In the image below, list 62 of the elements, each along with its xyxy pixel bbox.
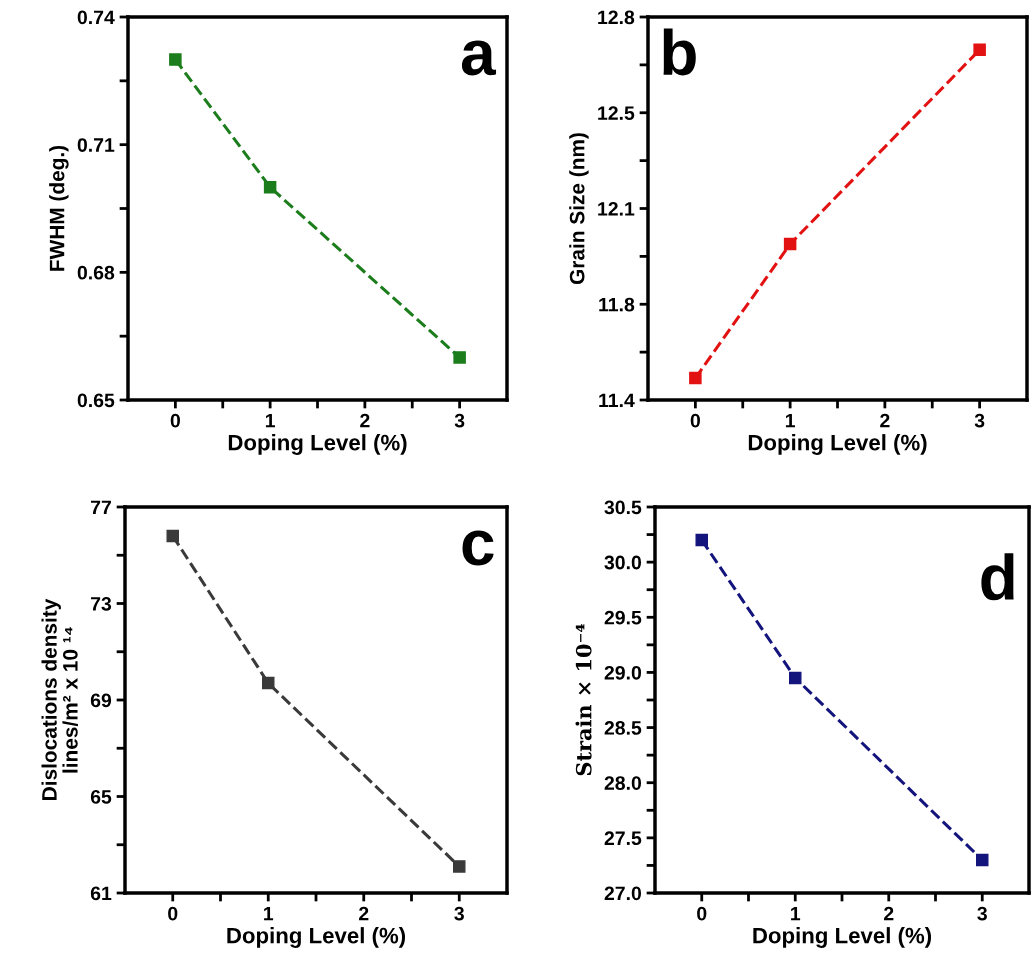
y-tick-label: 29.0 [604, 665, 642, 680]
point [166, 529, 180, 543]
y-tick-label: 12.1 [598, 201, 635, 216]
x-tick-label: 2 [880, 413, 890, 428]
y-tick-label: 73 [91, 596, 112, 611]
x-axis-title: Doping Level (%) [227, 927, 406, 948]
point [169, 53, 182, 66]
y-tick-label: 11.4 [599, 393, 635, 408]
y-tick-label: 28.5 [604, 721, 642, 735]
x-axis-title: Doping Level (%) [748, 434, 927, 455]
point [783, 237, 797, 251]
x-tick-label: 1 [264, 906, 274, 921]
x-tick-label: 2 [884, 906, 894, 921]
x-tick-label: 3 [454, 906, 464, 921]
y-axis-title: Strain × 10⁻⁴ [575, 624, 592, 776]
y-tick-label: 11.8 [599, 297, 635, 312]
x-axis-title: Doping Level (%) [753, 927, 932, 948]
annotation: c [462, 530, 494, 566]
point [261, 676, 275, 690]
y-axis-title: FWHM (deg.) [49, 145, 69, 271]
y-tick-label: 65 [90, 789, 112, 804]
y-tick-label: 27.5 [604, 831, 642, 846]
y-tick-label: 0.68 [77, 265, 115, 280]
x-tick-label: 3 [974, 413, 985, 428]
y-tick-label: 61 [90, 886, 112, 901]
y-tick-label: 0.71 [77, 138, 115, 152]
point [788, 671, 802, 685]
point [452, 860, 466, 873]
point [689, 371, 702, 385]
x-tick-label: 1 [265, 413, 275, 428]
y-tick-label: 29.5 [604, 610, 642, 625]
x-axis-title: Doping Level (%) [228, 434, 407, 455]
y-tick-label: 0.74 [77, 10, 115, 25]
x-tick-label: 2 [360, 413, 370, 428]
annotation: d [981, 553, 1014, 601]
annotation: a [461, 40, 497, 76]
point [973, 43, 986, 57]
x-tick-label: 0 [168, 906, 178, 921]
point [695, 533, 709, 547]
x-tick-label: 3 [454, 413, 465, 428]
point [263, 180, 277, 194]
y-tick-label: 28.0 [604, 776, 642, 790]
x-tick-label: 0 [690, 413, 700, 428]
y-tick-label: 69 [90, 693, 112, 708]
x-tick-label: 2 [359, 906, 369, 921]
annotation: b [663, 28, 696, 76]
y-axis-title: Dislocations density lines/m² x 10 ¹⁴ [41, 598, 78, 800]
y-tick-label: 30.0 [604, 555, 642, 570]
point [453, 351, 466, 364]
y-tick-label: 12.8 [598, 10, 635, 25]
x-tick-label: 0 [170, 413, 180, 428]
y-tick-label: 0.65 [77, 393, 115, 408]
x-tick-label: 1 [791, 906, 801, 921]
x-tick-label: 1 [785, 413, 795, 428]
y-tick-label: 77 [91, 500, 111, 515]
x-tick-label: 3 [977, 906, 987, 921]
point [975, 853, 989, 867]
x-tick-label: 0 [697, 906, 707, 921]
y-axis-title: Grain Size (nm) [569, 133, 589, 285]
y-tick-label: 30.5 [604, 500, 642, 515]
y-tick-label: 27.0 [604, 886, 642, 901]
y-tick-label: 12.5 [598, 106, 635, 120]
